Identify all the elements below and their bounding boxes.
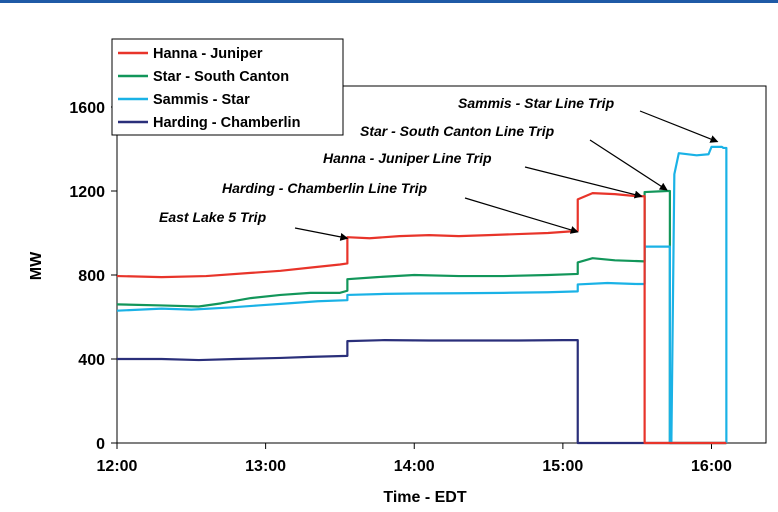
y-tick-label: 1200 bbox=[69, 184, 105, 201]
legend-label: Sammis - Star bbox=[153, 92, 250, 108]
x-tick-label: 15:00 bbox=[542, 458, 583, 475]
y-tick-label: 400 bbox=[78, 352, 105, 369]
legend-label: Hanna - Juniper bbox=[153, 46, 263, 62]
annotation-label: East Lake 5 Trip bbox=[159, 209, 267, 225]
series-line-1 bbox=[116, 189, 727, 445]
series-line-2 bbox=[116, 145, 728, 445]
annotation-arrow bbox=[294, 227, 349, 241]
x-tick-label: 16:00 bbox=[691, 458, 732, 475]
annotation-arrow bbox=[464, 197, 579, 234]
legend-box bbox=[111, 38, 344, 136]
series-line-0 bbox=[116, 192, 727, 445]
x-axis: 12:00 13:00 14:00 15:00 16:00 bbox=[97, 443, 732, 475]
y-tick-label: 800 bbox=[78, 268, 105, 285]
x-tick-label: 12:00 bbox=[97, 458, 138, 475]
annotation-layer: East Lake 5 Trip Harding - Chamberlin Lin… bbox=[159, 95, 719, 241]
y-axis: 0 400 800 1200 1600 bbox=[69, 100, 117, 453]
legend-label: Star - South Canton bbox=[153, 69, 289, 85]
annotation-arrow bbox=[589, 139, 668, 191]
annotation-arrow bbox=[524, 166, 643, 199]
y-tick-label: 0 bbox=[96, 436, 105, 453]
y-axis-title: MW bbox=[28, 251, 45, 280]
plot-area bbox=[116, 85, 767, 444]
annotation-arrow bbox=[639, 110, 719, 143]
series-layer bbox=[116, 145, 728, 445]
annotation-label: Star - South Canton Line Trip bbox=[360, 123, 555, 139]
x-tick-label: 13:00 bbox=[245, 458, 286, 475]
legend-label: Harding - Chamberlin bbox=[153, 115, 300, 131]
annotation-label: Hanna - Juniper Line Trip bbox=[323, 150, 492, 166]
x-tick-label: 14:00 bbox=[394, 458, 435, 475]
annotation-label: Sammis - Star Line Trip bbox=[458, 95, 615, 111]
x-axis-title: Time - EDT bbox=[383, 489, 467, 506]
legend: Hanna - Juniper Star - South Canton Sammis… bbox=[111, 38, 344, 136]
y-tick-label: 1600 bbox=[69, 100, 105, 117]
series-line-3 bbox=[117, 339, 727, 445]
top-accent-bar bbox=[0, 0, 778, 3]
annotation-label: Harding - Chamberlin Line Trip bbox=[222, 180, 428, 196]
